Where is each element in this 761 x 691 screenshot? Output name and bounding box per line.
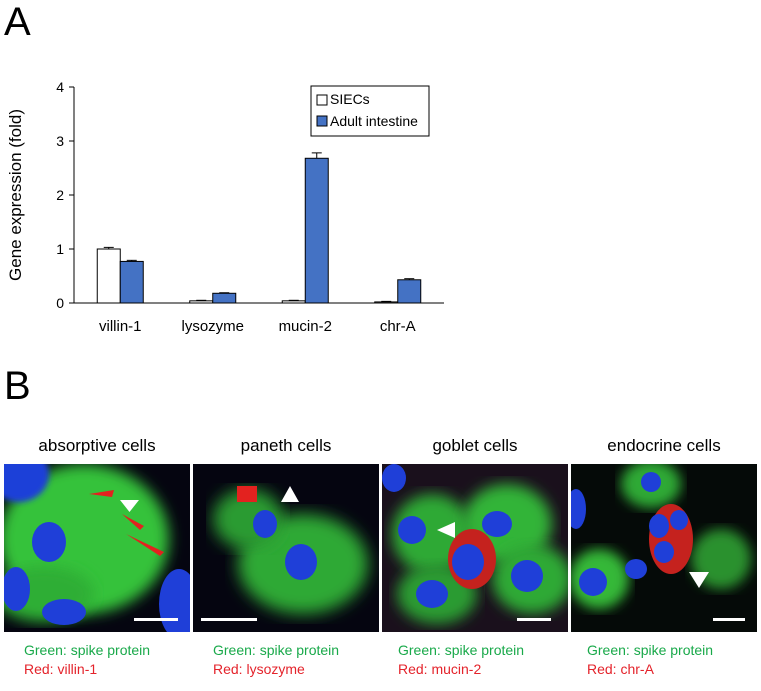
micrograph-endocrine-cells: [571, 464, 757, 632]
caption-green-absorptive: Green: spike protein: [24, 642, 151, 658]
micrograph-title-endocrine: endocrine cells: [607, 436, 721, 455]
bar: [281, 300, 306, 304]
arrowhead-icon: [120, 500, 139, 512]
y-tick-label: 0: [56, 295, 64, 311]
arrowhead-icon: [689, 572, 709, 588]
micrograph-title-goblet: goblet cells: [432, 436, 518, 455]
bars: [96, 152, 422, 304]
y-tick-label: 4: [56, 79, 64, 95]
arrowhead-icon: [281, 486, 299, 502]
bar: [304, 157, 329, 304]
caption-green-paneth: Green: spike protein: [213, 642, 340, 658]
bar: [189, 300, 214, 304]
bar: [96, 248, 121, 304]
caption-green-goblet: Green: spike protein: [398, 642, 525, 658]
caption-green-endocrine: Green: spike protein: [587, 642, 714, 658]
panel-label-b: B: [4, 364, 31, 408]
y-axis-label: Gene expression (fold): [6, 109, 25, 281]
bar: [212, 292, 237, 304]
caption-red-absorptive: Red: villin-1: [24, 661, 98, 677]
legend-swatch-sieccs: [316, 94, 328, 106]
caption-goblet: Green: spike protein Red: mucin-2: [398, 641, 524, 679]
x-tick-label: mucin-2: [279, 318, 332, 335]
caption-paneth: Green: spike protein Red: lysozyme: [213, 641, 339, 679]
caption-absorptive: Green: spike protein Red: villin-1: [24, 641, 150, 679]
micrograph-paneth-cells: [193, 464, 379, 632]
chart-legend: SIECs Adult intestine: [310, 85, 430, 137]
micrograph-goblet-cells: [382, 464, 568, 632]
micrograph-title-paneth: paneth cells: [240, 436, 332, 455]
y-tick-label: 2: [56, 187, 64, 203]
bar: [119, 260, 144, 304]
x-tick-label: villin-1: [99, 318, 142, 335]
caption-red-endocrine: Red: chr-A: [587, 661, 654, 677]
x-axis: villin-1 lysozyme mucin-2 chr-A: [74, 302, 444, 335]
y-tick-label: 1: [56, 241, 64, 257]
panel-label-a: A: [4, 0, 31, 44]
x-tick-label: chr-A: [380, 318, 416, 335]
legend-label-siecs: SIECs: [330, 91, 370, 107]
legend-label-adult-intestine: Adult intestine: [330, 113, 418, 129]
micrograph-absorptive-cells: [4, 464, 190, 632]
arrowhead-icon: [437, 522, 455, 538]
micrograph-title-absorptive: absorptive cells: [38, 436, 156, 455]
x-tick-label: lysozyme: [181, 318, 244, 335]
caption-red-goblet: Red: mucin-2: [398, 661, 482, 677]
caption-endocrine: Green: spike protein Red: chr-A: [587, 641, 713, 679]
y-tick-label: 3: [56, 133, 64, 149]
y-axis: 0 1 2 3 4: [56, 79, 75, 311]
legend-swatch-adult-intestine: [316, 115, 328, 127]
bar: [397, 279, 422, 304]
bar-chart: 0 1 2 3 4 villin-1 lysozyme mucin-2 chr-A Gene …: [6, 79, 444, 335]
caption-red-paneth: Red: lysozyme: [213, 661, 305, 677]
bar: [374, 301, 399, 304]
